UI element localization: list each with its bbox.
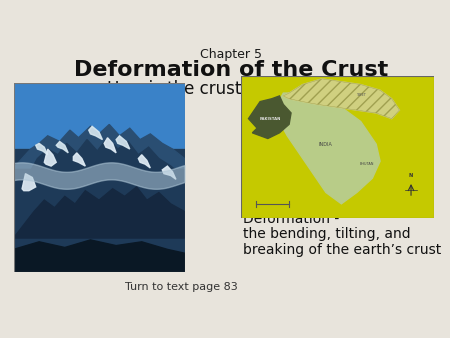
Polygon shape bbox=[275, 90, 380, 204]
Polygon shape bbox=[44, 149, 56, 166]
Polygon shape bbox=[73, 153, 86, 166]
Text: BHUTAN: BHUTAN bbox=[360, 162, 374, 166]
Bar bbox=[14, 149, 184, 177]
Polygon shape bbox=[14, 124, 184, 168]
Polygon shape bbox=[138, 155, 150, 168]
Text: 5.1: 5.1 bbox=[84, 82, 109, 96]
Text: INDIA: INDIA bbox=[319, 142, 333, 147]
Bar bbox=[14, 83, 184, 159]
Text: Chapter 5: Chapter 5 bbox=[200, 48, 261, 62]
Polygon shape bbox=[116, 136, 130, 149]
Text: breaking of the earth’s crust: breaking of the earth’s crust bbox=[243, 243, 441, 257]
Text: Deformation of the Crust: Deformation of the Crust bbox=[73, 60, 388, 80]
Polygon shape bbox=[284, 79, 400, 119]
Text: N: N bbox=[409, 173, 413, 178]
Bar bbox=[14, 149, 184, 272]
Polygon shape bbox=[14, 138, 184, 200]
Polygon shape bbox=[104, 138, 116, 153]
Text: TIBET: TIBET bbox=[356, 93, 366, 97]
Text: Turn to text page 83: Turn to text page 83 bbox=[126, 282, 238, 291]
Text: PAKISTAN: PAKISTAN bbox=[260, 117, 281, 121]
Text: the bending, tilting, and: the bending, tilting, and bbox=[243, 227, 410, 241]
Text: How is the crust deformed?: How is the crust deformed? bbox=[107, 80, 336, 98]
Polygon shape bbox=[162, 166, 176, 179]
Polygon shape bbox=[14, 240, 184, 272]
Polygon shape bbox=[89, 126, 103, 140]
Polygon shape bbox=[14, 187, 184, 238]
Polygon shape bbox=[22, 174, 36, 191]
Polygon shape bbox=[36, 143, 48, 155]
Polygon shape bbox=[56, 142, 68, 153]
Polygon shape bbox=[248, 96, 291, 139]
Text: Deformation -: Deformation - bbox=[243, 212, 339, 226]
